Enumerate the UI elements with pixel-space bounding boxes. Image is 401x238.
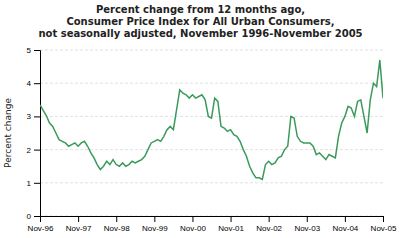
x-tick: Nov-02 [256, 216, 282, 233]
y-tick-label: 5 [27, 46, 32, 55]
x-tick-label: Nov-98 [104, 224, 130, 233]
marks [40, 60, 383, 180]
x-tick: Nov-03 [294, 216, 320, 233]
y-tick: 1 [27, 179, 40, 188]
y-tick: 4 [27, 79, 40, 88]
x-tick: Nov-01 [218, 216, 244, 233]
x-tick-label: Nov-02 [256, 224, 282, 233]
y-tick: 3 [27, 112, 40, 121]
x-tick-mark [345, 216, 346, 222]
y-tick-label: 2 [27, 146, 32, 155]
y-tick-label: 4 [27, 79, 32, 88]
x-tick-label: Nov-99 [142, 224, 168, 233]
y-axis-line [34, 51, 41, 217]
x-tick-label: Nov-97 [66, 224, 92, 233]
plot: 012345Nov-96Nov-97Nov-98Nov-99Nov-00Nov-… [27, 46, 397, 233]
grid [40, 50, 383, 216]
x-axis: Nov-96 Nov-97 Nov-98 Nov-99 Nov-00 Nov-01 Nov-… [28, 216, 397, 233]
title-line: not seasonally adjusted, November 1996-N… [38, 28, 362, 39]
x-tick-mark [116, 216, 117, 222]
x-tick-label: Nov-04 [332, 224, 358, 233]
x-tick-mark [40, 216, 41, 222]
x-tick-mark [192, 216, 193, 222]
x-tick-mark [307, 216, 308, 222]
y-tick-mark [34, 116, 40, 117]
y-tick-mark [34, 216, 40, 217]
y-tick-mark [34, 50, 40, 51]
y-tick-mark [34, 150, 40, 151]
x-tick: Nov-04 [332, 216, 358, 233]
title: Percent change from 12 months ago,Consum… [38, 4, 362, 39]
y-tick: 2 [27, 146, 40, 155]
y-axis: 0 1 2 3 4 5 [27, 46, 41, 221]
x-tick: Nov-00 [180, 216, 206, 233]
x-tick-mark [383, 216, 384, 222]
y-tick-label: 0 [27, 212, 32, 221]
grid-line [40, 182, 383, 183]
x-tick-label: Nov-03 [294, 224, 320, 233]
x-tick-mark [231, 216, 232, 222]
y-tick-mark [34, 183, 40, 184]
grid-line [40, 149, 383, 150]
y-tick: 5 [27, 46, 40, 55]
y-tick-label: 1 [27, 179, 32, 188]
y-tick-label: 3 [27, 112, 32, 121]
data-line [40, 60, 383, 180]
y-axis-title: Percent change [3, 98, 13, 168]
chart: Percent change from 12 months ago,Consum… [0, 0, 401, 238]
y-tick-mark [34, 83, 40, 84]
x-tick-mark [269, 216, 270, 222]
title-line: Consumer Price Index for All Urban Consu… [66, 16, 334, 27]
x-tick-label: Nov-00 [180, 224, 206, 233]
title-line: Percent change from 12 months ago, [96, 4, 305, 15]
x-tick-label: Nov-96 [28, 224, 54, 233]
x-tick-label: Nov-01 [218, 224, 244, 233]
y-tick: 0 [27, 212, 40, 221]
x-tick: Nov-97 [66, 216, 92, 233]
grid-line [40, 50, 383, 51]
x-axis-line [41, 217, 384, 223]
grid-line [40, 83, 383, 84]
x-tick-mark [154, 216, 155, 222]
x-tick-mark [78, 216, 79, 222]
x-tick: Nov-05 [371, 216, 397, 233]
x-tick-label: Nov-05 [371, 224, 397, 233]
x-tick: Nov-99 [142, 216, 168, 233]
x-tick: Nov-98 [104, 216, 130, 233]
x-tick: Nov-96 [28, 216, 54, 233]
